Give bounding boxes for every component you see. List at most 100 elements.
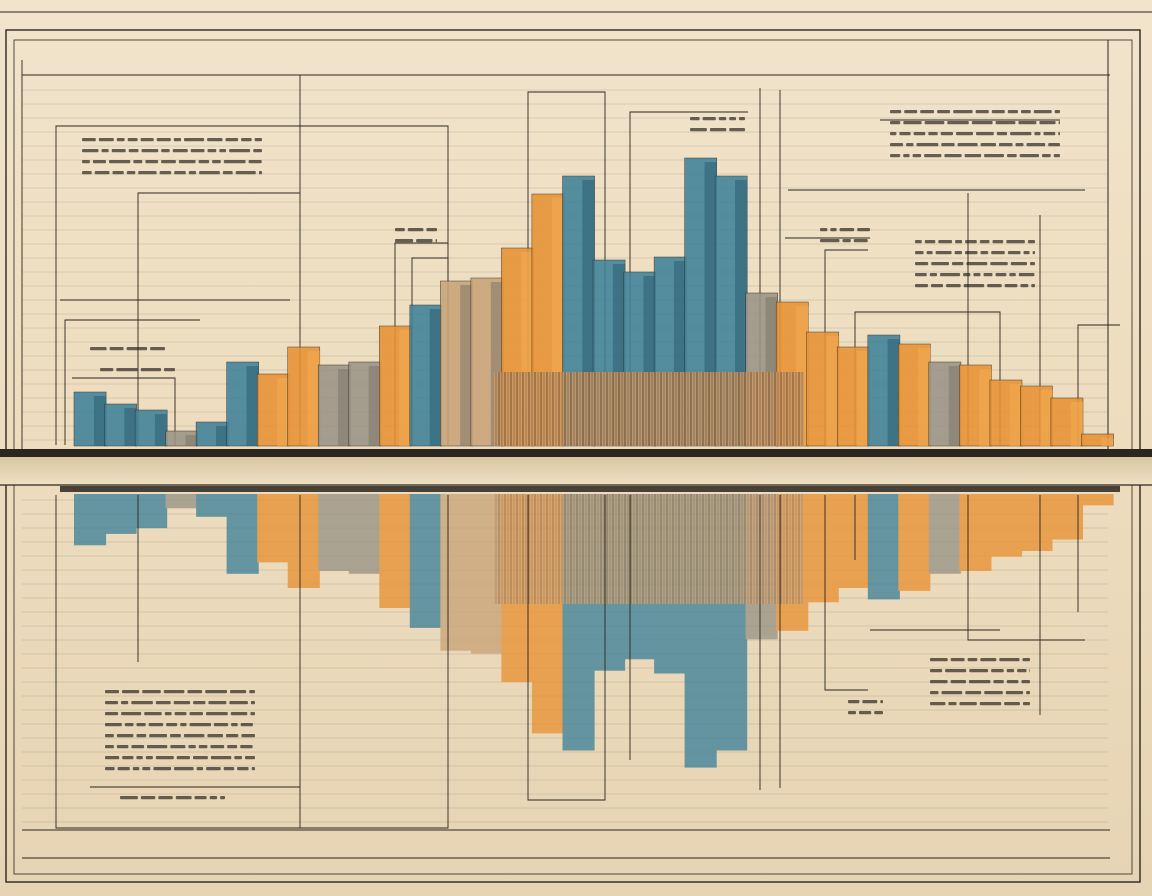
- scribble-stroke: [140, 368, 161, 372]
- scribble-stroke: [1053, 154, 1060, 158]
- scribble-stroke: [1018, 121, 1037, 125]
- scribble-stroke: [991, 110, 1005, 114]
- scribble-stroke: [184, 138, 205, 142]
- scribble-stroke: [229, 149, 251, 153]
- scribble-stroke: [880, 700, 883, 704]
- scribble-stroke: [128, 149, 139, 153]
- scribble-stroke: [158, 796, 173, 800]
- bar-reflection: [74, 494, 1114, 768]
- scribble-stroke: [1005, 691, 1024, 695]
- scribble-stroke: [136, 756, 143, 760]
- scribble-stroke: [131, 701, 153, 705]
- scribble-stroke: [142, 767, 151, 771]
- bar-reflection: [867, 494, 900, 600]
- scribble-stroke: [912, 154, 922, 158]
- scribble-stroke: [967, 658, 978, 662]
- bar-shade: [1040, 390, 1053, 446]
- scribble-stroke: [984, 154, 1004, 158]
- scribble-stroke: [174, 171, 186, 175]
- scribble-stroke: [116, 138, 125, 142]
- scribble-stroke: [155, 756, 174, 760]
- scribble-stroke: [709, 128, 727, 132]
- scribble-stroke: [955, 240, 963, 244]
- bar-shade: [307, 351, 320, 446]
- scribble-stroke: [147, 745, 168, 749]
- scribble-stroke: [965, 251, 978, 255]
- bar-reflection: [74, 494, 107, 546]
- scribble-stroke: [890, 110, 902, 114]
- scribble-stroke: [178, 160, 196, 164]
- scribble-stroke: [904, 110, 918, 114]
- scribble-stroke: [1030, 262, 1035, 266]
- scribble-stroke: [975, 110, 989, 114]
- scribble-stroke: [121, 712, 142, 716]
- scribble-stroke: [948, 702, 957, 706]
- scribble-stroke: [254, 138, 262, 142]
- scribble-stroke: [1023, 251, 1030, 255]
- scribble-stroke: [90, 347, 107, 351]
- illegible-annotation-text: [82, 110, 1060, 800]
- scribble-stroke: [979, 240, 990, 244]
- scribble-stroke: [126, 347, 148, 351]
- bar-reflection: [135, 494, 168, 529]
- scribble-stroke: [957, 143, 978, 147]
- scribble-stroke: [830, 228, 837, 232]
- scribble-stroke: [980, 658, 997, 662]
- scribble-stroke: [133, 160, 143, 164]
- bar-reflection: [104, 494, 137, 534]
- bar-reflection: [196, 494, 229, 517]
- scribble-stroke: [223, 767, 235, 771]
- bar-reflection: [440, 494, 473, 651]
- scribble-stroke: [718, 117, 727, 121]
- scribble-stroke: [903, 121, 922, 125]
- bar-series: [73, 157, 1114, 447]
- scribble-stroke: [105, 712, 119, 716]
- scribble-stroke: [245, 756, 255, 760]
- scribble-stroke: [954, 251, 962, 255]
- scribble-stroke: [116, 734, 134, 738]
- scribble-stroke: [144, 712, 162, 716]
- scribble-stroke: [1006, 669, 1015, 673]
- scribble-stroke: [170, 734, 181, 738]
- scribble-stroke: [187, 690, 203, 694]
- scribble-stroke: [1004, 702, 1020, 706]
- scribble-stroke: [950, 680, 966, 684]
- scribble-stroke: [111, 149, 126, 153]
- scribble-stroke: [170, 745, 186, 749]
- scribble-stroke: [227, 745, 238, 749]
- scribble-stroke: [940, 273, 961, 277]
- scribble-stroke: [208, 701, 227, 705]
- scribble-stroke: [991, 669, 1004, 673]
- scribble-stroke: [890, 143, 904, 147]
- scribble-stroke: [207, 149, 217, 153]
- scribble-stroke: [164, 712, 172, 716]
- bar-shade: [918, 348, 931, 446]
- bar-reflection: [959, 494, 992, 571]
- scribble-stroke: [920, 110, 935, 114]
- scribble-stroke: [230, 712, 248, 716]
- scribble-stroke: [112, 171, 124, 175]
- scribble-stroke: [963, 284, 985, 288]
- scribble-stroke: [105, 745, 114, 749]
- scribble-stroke: [241, 138, 252, 142]
- scribble-stroke: [1039, 121, 1056, 125]
- scribble-stroke: [729, 128, 745, 132]
- scribble-stroke: [199, 171, 220, 175]
- scribble-stroke: [240, 723, 253, 727]
- scribble-stroke: [138, 171, 157, 175]
- scribble-stroke: [924, 154, 942, 158]
- scribble-stroke: [915, 251, 924, 255]
- scribble-stroke: [206, 712, 228, 716]
- scribble-stroke: [82, 149, 99, 153]
- scribble-stroke: [250, 701, 255, 705]
- bar-reflection: [928, 494, 961, 574]
- scribble-stroke: [993, 680, 1004, 684]
- scribble-stroke: [963, 273, 971, 277]
- bar-reflection: [1081, 494, 1114, 506]
- bar-shade: [1101, 438, 1114, 446]
- bar-reflection: [287, 494, 320, 588]
- bar-reflection: [837, 494, 870, 588]
- scribble-stroke: [206, 767, 221, 771]
